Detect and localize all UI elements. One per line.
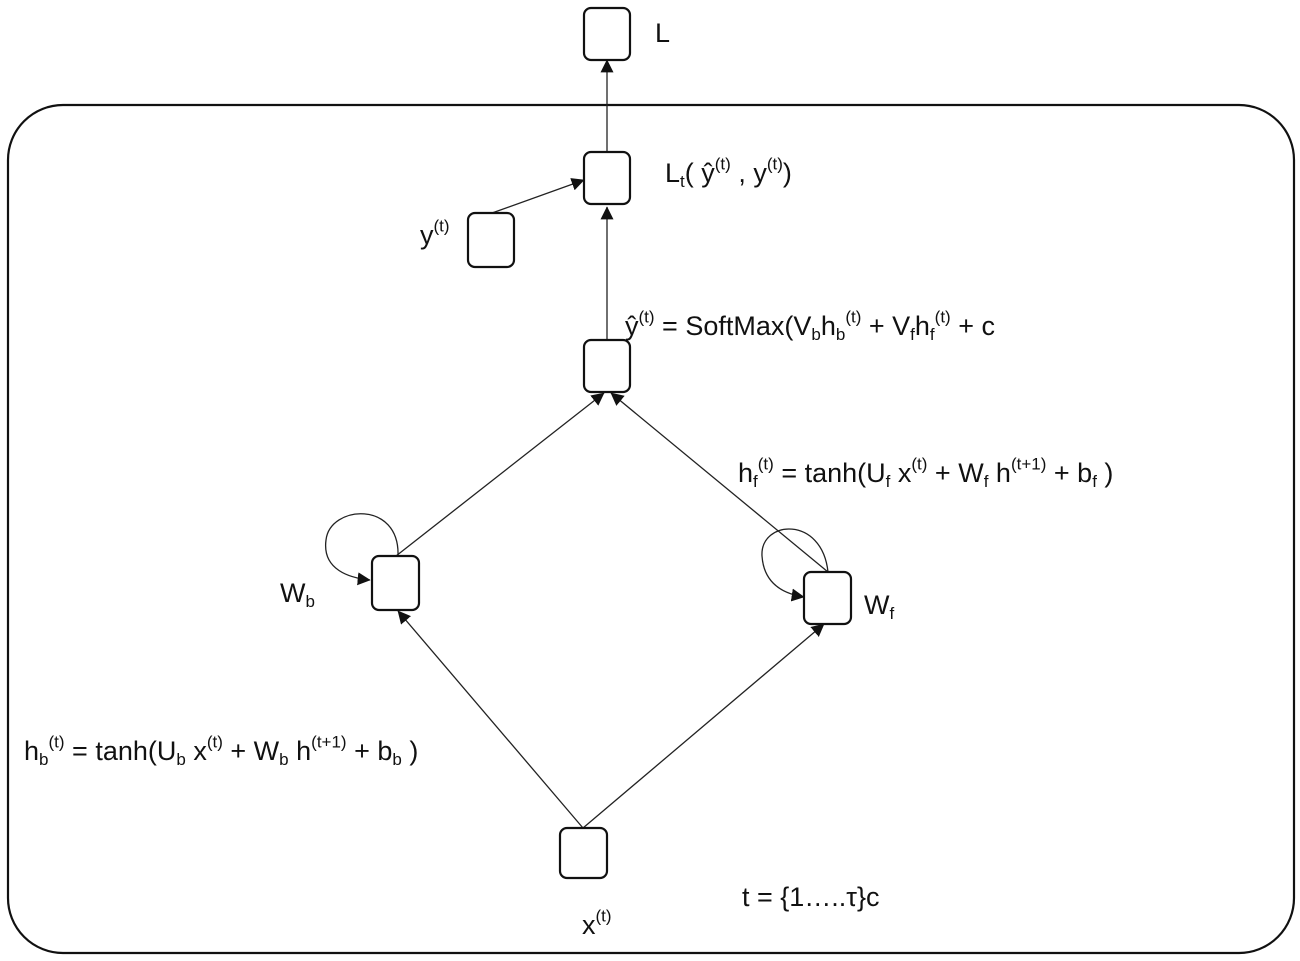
output-node (582, 338, 632, 394)
total-loss-node (582, 6, 632, 62)
edge-target-to-loss (491, 178, 585, 214)
backward-weight-label: Wb (280, 578, 315, 612)
forward-hidden-node (802, 570, 853, 626)
time-step-frame (6, 103, 1296, 955)
step-loss-node (582, 150, 632, 206)
forward-recurrent-loop (761, 528, 829, 602)
backward-recurrent-loop (325, 513, 399, 586)
backward-hidden-equation: hb(t) = tanh(Ub x(t) + Wb h(t+1) + bb ) (24, 732, 419, 770)
forward-weight-label: Wf (864, 590, 895, 624)
target-label: y(t) (420, 216, 450, 250)
edge-forward-to-output (610, 392, 829, 573)
target-node (466, 211, 516, 269)
step-loss-label: Lt( ŷ(t) , y(t)) (665, 154, 792, 192)
input-node (558, 826, 609, 880)
forward-hidden-equation: hf(t) = tanh(Uf x(t) + Wf h(t+1) + bf ) (738, 454, 1114, 492)
output-equation: ŷ(t) = SoftMax(Vbhb(t) + Vfhf(t) + c (625, 307, 995, 345)
edge-input-to-forward (582, 623, 825, 829)
time-range-label: t = {1…..τ}c (742, 882, 880, 912)
input-label: x(t) (582, 906, 612, 940)
edge-backward-to-output (395, 392, 605, 557)
backward-hidden-node (370, 554, 421, 612)
total-loss-label: L (655, 18, 671, 48)
edge-input-to-backward (397, 610, 584, 829)
